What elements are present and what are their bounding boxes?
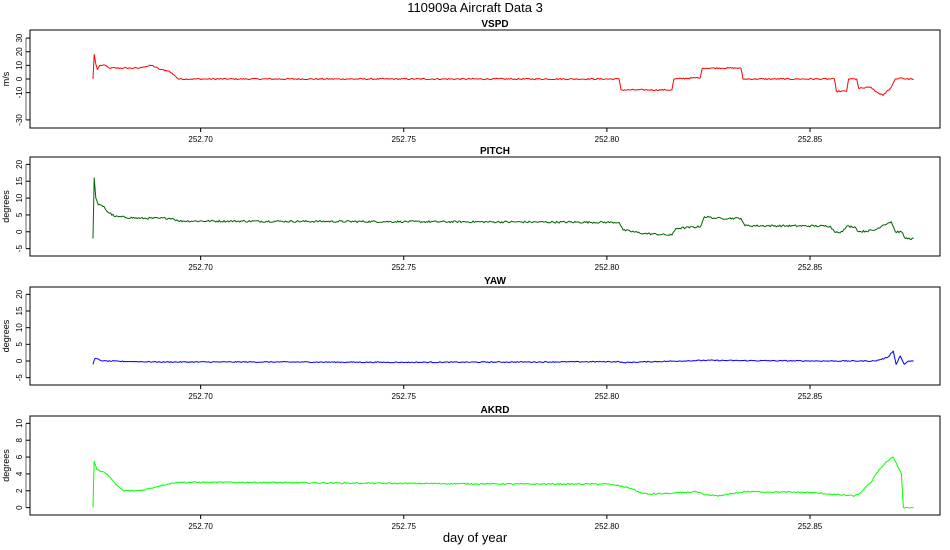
x-tick-label: 252.80 [595,392,620,401]
series-line-yaw [92,350,914,365]
y-axis-label: m/s [1,71,11,86]
chart-panel-vspd: VSPD m/s -30 -10 0 10 20 30 252.70 252.75 252.80 25… [1,19,941,144]
y-tick-label: 8 [15,437,24,442]
y-tick-label: 10 [15,418,24,427]
y-tick-label: 2 [15,488,24,493]
x-tick-label: 252.75 [392,135,417,144]
panel-title: VSPD [481,19,508,30]
x-tick-label: 252.80 [595,263,620,272]
y-tick-label: 5 [15,212,24,217]
chart-panel-pitch: PITCH degrees -5 0 5 10 15 20 252.70 252.75 252.80… [1,146,941,272]
y-tick-label: 10 [15,193,24,202]
y-tick-label: -5 [15,245,24,253]
y-tick-label: 0 [15,358,24,363]
x-tick-label: 252.75 [392,522,417,531]
chart-panel-yaw: YAW degrees -5 0 5 10 15 20 252.70 252.75 252.80 25… [1,276,941,401]
y-tick-label: 15 [15,176,24,185]
y-axis-label: degrees [1,319,11,352]
y-tick-label: 0 [15,505,24,510]
x-tick-label: 252.70 [188,263,213,272]
x-tick-label: 252.70 [188,392,213,401]
y-tick-label: 5 [15,342,24,347]
panel-title: AKRD [481,405,510,416]
x-tick-label: 252.85 [798,392,823,401]
plot-frame [29,286,941,386]
page-title: 110909a Aircraft Data 3 [407,0,543,15]
panel-title: PITCH [480,146,510,157]
y-tick-label: 0 [15,76,24,81]
y-tick-label: -30 [15,114,24,126]
y-tick-label: 10 [15,60,24,69]
y-axis-label: degrees [1,449,11,482]
panel-title: YAW [484,276,506,287]
x-tick-label: 252.70 [188,522,213,531]
x-tick-label: 252.85 [798,263,823,272]
y-tick-label: 0 [15,229,24,234]
series-line-pitch [92,177,914,240]
y-tick-label: -10 [15,86,24,98]
x-tick-label: 252.75 [392,392,417,401]
series-line-akrd [92,456,914,509]
y-tick-label: 30 [15,33,24,42]
chart-panel-akrd: AKRD degrees 0 2 4 6 8 10 252.70 252.75 252.80 252.… [1,405,941,531]
y-tick-label: 20 [15,289,24,298]
x-tick-label: 252.85 [798,522,823,531]
y-tick-label: 20 [15,47,24,56]
y-tick-label: 6 [15,454,24,459]
y-tick-label: 20 [15,159,24,168]
series-line-vspd [92,53,914,96]
x-axis-label: day of year [443,530,508,545]
x-tick-label: 252.85 [798,135,823,144]
plot-frame [29,415,941,516]
x-tick-label: 252.80 [595,135,620,144]
plot-frame [29,156,941,257]
y-tick-label: 10 [15,323,24,332]
y-tick-label: 4 [15,471,24,476]
x-tick-label: 252.70 [188,135,213,144]
y-axis-label: degrees [1,190,11,223]
y-tick-label: 15 [15,306,24,315]
x-tick-label: 252.80 [595,522,620,531]
y-tick-label: -5 [15,374,24,382]
x-tick-label: 252.75 [392,263,417,272]
